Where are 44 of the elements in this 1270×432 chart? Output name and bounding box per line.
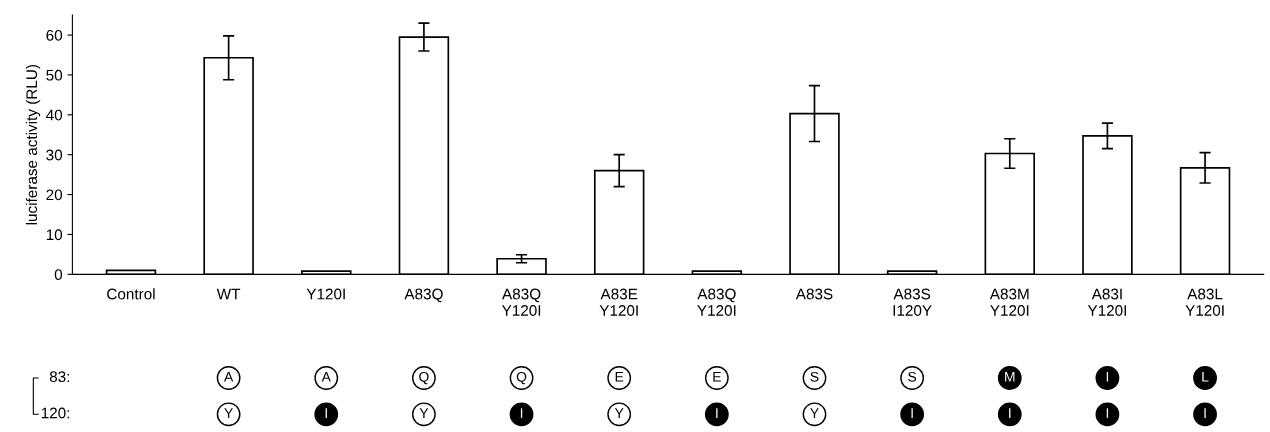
x-tick-label: WT <box>216 288 241 300</box>
text: 83: <box>49 371 70 383</box>
text: I <box>1009 408 1011 418</box>
y-tick-label: 0 <box>54 269 63 281</box>
x-tick-label: A83Q Y120I <box>697 288 736 316</box>
y-axis-title: luciferase activity (RLU) <box>25 65 41 225</box>
text: Y <box>419 408 429 418</box>
x-tick-label: A83I Y120I <box>1087 288 1126 316</box>
text: I <box>1106 372 1109 382</box>
text: S <box>810 371 819 382</box>
x-tick-label: A83Q Y120I <box>501 288 541 316</box>
text: M <box>1005 372 1015 382</box>
text: S <box>908 371 917 382</box>
x-tick-label: Control <box>107 288 155 300</box>
text: Q <box>516 371 527 385</box>
x-tick-label: A83Q <box>404 288 443 303</box>
text: I <box>1204 408 1206 418</box>
text: 120: <box>41 407 70 419</box>
text: E <box>615 372 624 382</box>
x-tick-label: Y120I <box>306 288 345 300</box>
x-tick-label: A83S <box>795 288 833 300</box>
text: Y <box>810 408 819 418</box>
text: A <box>321 372 331 382</box>
text: I <box>911 408 913 418</box>
text: L <box>1202 372 1209 382</box>
x-tick-label: A83M Y120I <box>989 288 1029 316</box>
text: Y <box>224 408 233 418</box>
text: I <box>1106 408 1109 418</box>
x-tick-label: A83E Y120I <box>599 288 638 316</box>
text: I <box>716 408 718 418</box>
x-tick-label: A83S I120Y <box>893 288 932 316</box>
y-tick-label: 20 <box>46 189 63 201</box>
text: Q <box>419 371 429 385</box>
y-tick-label: 60 <box>46 29 63 41</box>
text: I <box>325 408 327 418</box>
y-tick-label: 40 <box>46 109 63 121</box>
text: Y <box>614 408 624 418</box>
text: I <box>520 408 523 418</box>
y-tick-label: 30 <box>46 149 63 161</box>
x-tick-label: A83L Y120I <box>1185 288 1224 316</box>
text: A <box>224 372 234 382</box>
y-tick-label: 10 <box>46 229 63 241</box>
text: E <box>713 372 721 382</box>
y-tick-label: 50 <box>46 69 63 81</box>
